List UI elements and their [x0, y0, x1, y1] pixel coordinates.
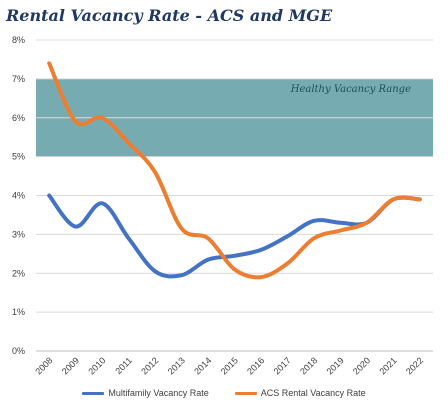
- series-line-2: [47, 61, 422, 280]
- legend-label: Multifamily Vacancy Rate: [108, 388, 209, 398]
- y-axis-ticks: 0% 1% 2% 3% 4% 5% 6% 7% 8%: [12, 35, 25, 356]
- x-tick-label: 2013: [166, 355, 187, 376]
- x-tick-label: 2018: [298, 355, 319, 376]
- legend-item: Multifamily Vacancy Rate: [82, 388, 209, 398]
- x-tick-label: 2022: [404, 355, 425, 376]
- x-tick-label: 2010: [86, 355, 107, 376]
- x-tick-label: 2021: [377, 355, 398, 376]
- x-axis-ticks: 2008 2009 2010 2011 2012 2013 2014 2015 2016 2017…: [33, 355, 425, 376]
- x-tick-label: 2012: [139, 355, 160, 376]
- legend-swatch: [234, 391, 257, 395]
- series-lines: [47, 61, 422, 280]
- x-tick-label: 2020: [351, 355, 372, 376]
- y-tick-label: 1%: [12, 307, 25, 317]
- line-chart: Healthy Vacancy Range 0% 1% 2% 3% 4% 5% 6% 7% 8%…: [12, 35, 433, 377]
- legend-label: ACS Rental Vacancy Rate: [260, 388, 366, 398]
- x-tick-label: 2017: [272, 355, 293, 376]
- y-tick-label: 4%: [12, 191, 25, 201]
- x-tick-label: 2011: [113, 355, 134, 376]
- y-tick-label: 6%: [12, 113, 25, 123]
- band-label: Healthy Vacancy Range: [290, 84, 411, 95]
- legend: Multifamily Vacancy Rate ACS Rental Vacan…: [0, 388, 448, 398]
- chart-title: Rental Vacancy Rate - ACS and MGE: [6, 6, 333, 25]
- legend-swatch: [82, 391, 105, 395]
- x-tick-label: 2019: [325, 355, 346, 376]
- x-tick-label: 2008: [33, 355, 54, 376]
- x-tick-label: 2009: [60, 355, 81, 376]
- y-tick-label: 3%: [12, 229, 25, 239]
- x-tick-label: 2016: [245, 355, 266, 376]
- y-tick-label: 0%: [12, 346, 25, 356]
- y-tick-label: 2%: [12, 268, 25, 278]
- x-tick-label: 2014: [192, 355, 213, 376]
- x-tick-label: 2015: [219, 355, 240, 376]
- y-tick-label: 8%: [12, 35, 25, 45]
- y-tick-label: 5%: [12, 152, 25, 162]
- legend-item: ACS Rental Vacancy Rate: [234, 388, 366, 398]
- y-tick-label: 7%: [12, 74, 25, 84]
